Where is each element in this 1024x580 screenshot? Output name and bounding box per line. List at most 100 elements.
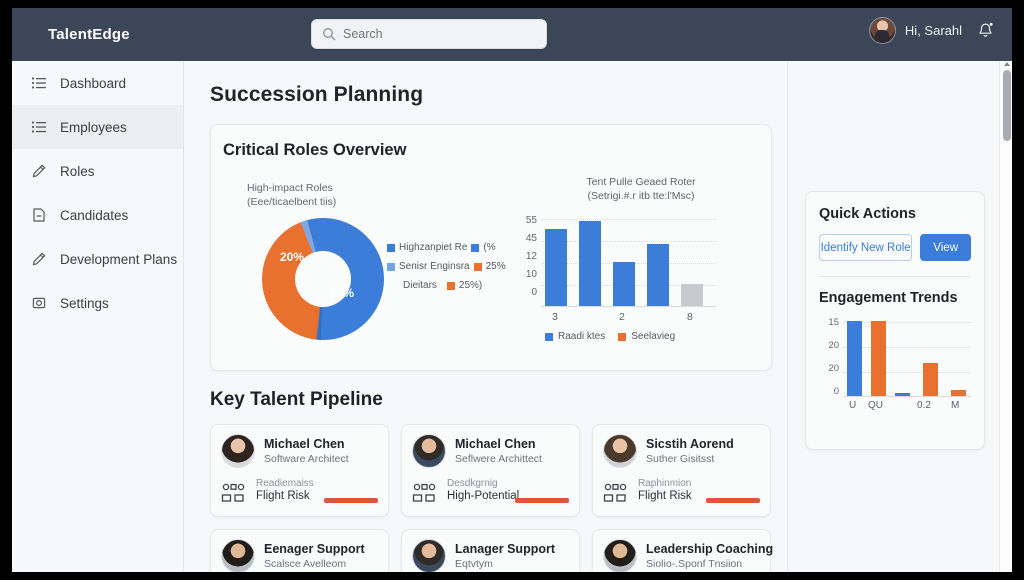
bar [951,390,966,396]
donut-chart-subtitle: (Eee/ticaelbent tiis) [247,196,337,208]
legend-swatch [471,243,480,252]
avatar [221,539,255,572]
pipeline-card-grid: Michael Chen Software Architect [210,424,784,572]
scrollbar-thumb[interactable] [1003,70,1011,141]
bar [923,363,938,396]
pipeline-card[interactable]: Michael Chen Seflwere Archittect [401,424,580,517]
x-tick-label: QU [868,400,883,411]
bar [613,262,635,306]
bar [545,229,567,306]
legend-label: Raadi ktes [558,331,606,342]
legend-swatch [387,243,395,252]
bar-chart-x-axis: 3 2 8 [541,311,716,327]
bar-chart-legend: Raadi ktes Seelavieg [545,331,675,342]
main-content: Succession Planning Critical Roles Overv… [184,61,788,572]
person-role: Suther Gisitsst [646,453,715,465]
pipeline-card[interactable]: Sicstih Aorend Suther Gisitsst [592,424,771,517]
search-input[interactable] [343,27,523,41]
sidebar-nav: Dashboard Employees Roles [12,61,184,572]
bar-chart-plot-area [541,215,716,307]
status-label: High-Potential [447,490,520,502]
bar [847,321,862,396]
sidebar-item-label: Dashboard [60,75,127,91]
sidebar-item-candidates[interactable]: Candidates [12,193,183,237]
avatar [221,434,255,468]
pipeline-card[interactable]: Michael Chen Software Architect [210,424,389,517]
person-role: Siolio-.Sponf Tnsiion [646,558,743,570]
sidebar-item-roles[interactable]: Roles [12,149,183,193]
sidebar-item-development-plans[interactable]: Development Plans [12,237,183,281]
bar [579,221,601,306]
right-panel: Quick Actions Identify New Role View Eng… [788,61,998,572]
donut-graphic: 20% 55% [262,218,384,340]
sidebar-item-label: Candidates [60,207,129,223]
search-box[interactable] [311,19,547,49]
scroll-up-arrow-icon[interactable] [1004,62,1010,66]
person-name: Lanager Support [455,542,556,556]
sidebar-item-label: Settings [60,295,109,311]
y-tick-label: 10 [525,269,537,280]
legend-swatch [446,281,455,290]
sidebar-item-dashboard[interactable]: Dashboard [12,61,183,105]
divider [819,276,971,277]
critical-roles-overview-card: Critical Roles Overview High-impact Role… [210,124,772,371]
avatar [412,434,446,468]
bar [895,393,910,396]
page-title: Succession Planning [210,83,424,106]
sidebar-item-employees[interactable]: Employees [12,105,183,149]
engagement-trends-chart: 15 20 20 0 U QU [819,318,971,415]
view-button[interactable]: View [920,234,971,261]
status-bar [706,498,760,503]
person-role: Seflwere Archittect [455,453,542,465]
x-tick-label: 3 [552,311,558,323]
search-icon [322,27,336,41]
greeting-label: Hi, Sarahl [904,23,962,38]
avatar [412,539,446,572]
engagement-plot-area [843,320,971,397]
y-tick-label: 0 [531,287,537,298]
y-tick-label: 20 [828,340,839,351]
bar-chart-y-axis: 55 45 12 10 0 [511,215,537,315]
person-name: Michael Chen [455,437,536,451]
avatar [603,539,637,572]
legend-swatch [618,332,627,341]
donut-slice-label: 55% [330,286,355,300]
person-role: Scalsce Avelleom [264,558,347,570]
pipeline-card[interactable]: Eenager Support Scalsce Avelleom [210,529,389,572]
avatar [603,434,637,468]
identify-new-role-button[interactable]: Identify New Role [819,234,913,261]
legend-label: Seelavieg [631,331,676,342]
pipeline-card[interactable]: Leadership Coaching Siolio-.Sponf Tnsiio… [592,529,773,572]
person-name: Michael Chen [264,437,345,451]
notification-bell-icon[interactable] [977,21,994,40]
sidebar-item-settings[interactable]: Settings [12,281,183,325]
legend-swatch [473,262,482,271]
card-title: Critical Roles Overview [223,141,407,159]
legend-swatch [545,332,553,341]
person-name: Eenager Support [264,542,365,556]
engagement-trends-title: Engagement Trends [819,290,958,306]
user-area: Hi, Sarahl [868,17,994,44]
x-tick-label: U [849,400,857,411]
app-logo[interactable]: TalentEdge [48,26,130,43]
y-tick-label: 15 [828,317,839,328]
avatar[interactable] [868,17,896,44]
readiness-label: Desdkgrnig [447,478,498,489]
document-icon [31,207,47,223]
list-icon [31,75,47,91]
y-tick-label: 20 [828,363,839,374]
donut-chart-title: High-impact Roles [247,182,333,194]
bar-chart-subtitle: (Setrigi.#.r itb tte:l'Msc) [587,190,695,202]
bar [871,321,886,396]
legend-label: 25%) [458,280,483,291]
pipeline-section-title: Key Talent Pipeline [210,389,383,410]
sidebar-item-label: Roles [60,163,95,179]
list-icon [31,119,47,135]
x-tick-label: M [951,400,960,411]
vertical-scrollbar[interactable] [999,61,1012,572]
legend-label: (% [483,242,496,253]
person-role: Eqtvtym [455,558,493,570]
status-bar [324,498,378,503]
pipeline-card[interactable]: Lanager Support Eqtvtym [401,529,580,572]
legend-label: Dieitars [403,280,437,291]
